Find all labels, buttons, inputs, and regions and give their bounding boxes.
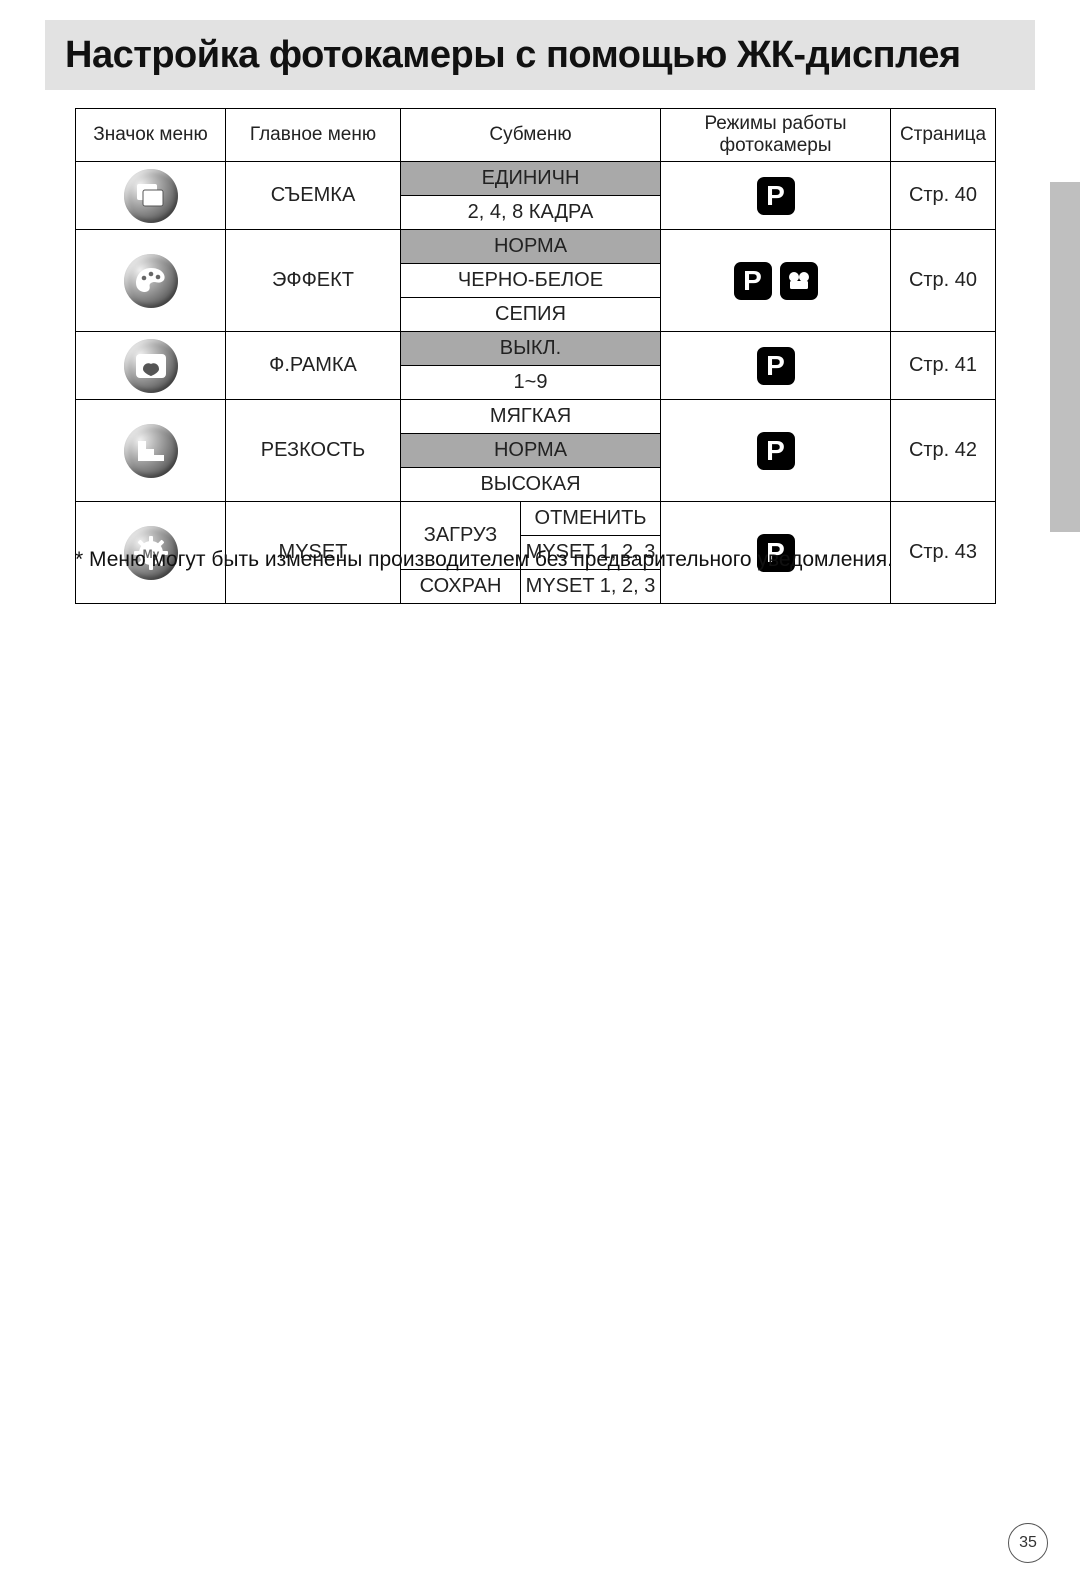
menu-table: Значок меню Главное меню Субменю Режимы … <box>75 108 996 604</box>
table-header-row: Значок меню Главное меню Субменю Режимы … <box>76 109 996 162</box>
sub-effect-1: ЧЕРНО-БЕЛОЕ <box>401 264 661 298</box>
icon-cell-frame <box>76 332 226 400</box>
sub-sharp-1: НОРМА <box>401 434 661 468</box>
main-frame: Ф.РАМКА <box>226 332 401 400</box>
mode-p-icon: P <box>757 432 795 470</box>
sub-shoot-1: 2, 4, 8 КАДРА <box>401 196 661 230</box>
page-number: 35 <box>1008 1523 1048 1563</box>
row-myset: My MYSET ЗАГРУЗ ОТМЕНИТЬ P Стр. 43 <box>76 502 996 536</box>
mode-shoot: P <box>661 162 891 230</box>
sub-frame-0: ВЫКЛ. <box>401 332 661 366</box>
th-page: Страница <box>891 109 996 162</box>
mode-sharp: P <box>661 400 891 502</box>
main-shoot: СЪЕМКА <box>226 162 401 230</box>
sharpness-icon <box>124 424 178 478</box>
palette-icon <box>124 254 178 308</box>
main-sharp: РЕЗКОСТЬ <box>226 400 401 502</box>
sub-sharp-2: ВЫСОКАЯ <box>401 468 661 502</box>
sub-sharp-0: МЯГКАЯ <box>401 400 661 434</box>
continuous-shoot-icon <box>124 169 178 223</box>
row-frame: Ф.РАМКА ВЫКЛ. P Стр. 41 <box>76 332 996 366</box>
mode-effect: P <box>661 230 891 332</box>
icon-cell-sharp <box>76 400 226 502</box>
sub-effect-2: СЕПИЯ <box>401 298 661 332</box>
icon-cell-shoot <box>76 162 226 230</box>
row-shoot: СЪЕМКА ЕДИНИЧН P Стр. 40 <box>76 162 996 196</box>
sub-frame-1: 1~9 <box>401 366 661 400</box>
main-effect: ЭФФЕКТ <box>226 230 401 332</box>
menu-table-wrap: Значок меню Главное меню Субменю Режимы … <box>75 108 995 604</box>
mode-p-icon: P <box>757 347 795 385</box>
photo-frame-icon <box>124 339 178 393</box>
page-frame: Стр. 41 <box>891 332 996 400</box>
myset-load-opt-0: ОТМЕНИТЬ <box>521 502 661 536</box>
sub-effect-0: НОРМА <box>401 230 661 264</box>
side-tab <box>1050 182 1080 532</box>
row-effect: ЭФФЕКТ НОРМА P Стр. 40 <box>76 230 996 264</box>
page-effect: Стр. 40 <box>891 230 996 332</box>
page-sharp: Стр. 42 <box>891 400 996 502</box>
icon-cell-effect <box>76 230 226 332</box>
sub-shoot-0: ЕДИНИЧН <box>401 162 661 196</box>
mode-p-icon: P <box>734 262 772 300</box>
myset-save-label: СОХРАН <box>401 570 521 604</box>
title-band: Настройка фотокамеры с помощью ЖК-диспле… <box>45 20 1035 90</box>
row-sharp: РЕЗКОСТЬ МЯГКАЯ P Стр. 42 <box>76 400 996 434</box>
mode-frame: P <box>661 332 891 400</box>
page-shoot: Стр. 40 <box>891 162 996 230</box>
page-myset: Стр. 43 <box>891 502 996 604</box>
th-mode: Режимы работы фотокамеры <box>661 109 891 162</box>
th-sub: Субменю <box>401 109 661 162</box>
th-main: Главное меню <box>226 109 401 162</box>
page-title: Настройка фотокамеры с помощью ЖК-диспле… <box>65 34 961 77</box>
mode-p-icon: P <box>757 177 795 215</box>
myset-save-opt-0: MYSET 1, 2, 3 <box>521 570 661 604</box>
th-icon: Значок меню <box>76 109 226 162</box>
mode-video-icon <box>780 262 818 300</box>
footnote: * Меню могут быть изменены производителе… <box>75 548 893 572</box>
